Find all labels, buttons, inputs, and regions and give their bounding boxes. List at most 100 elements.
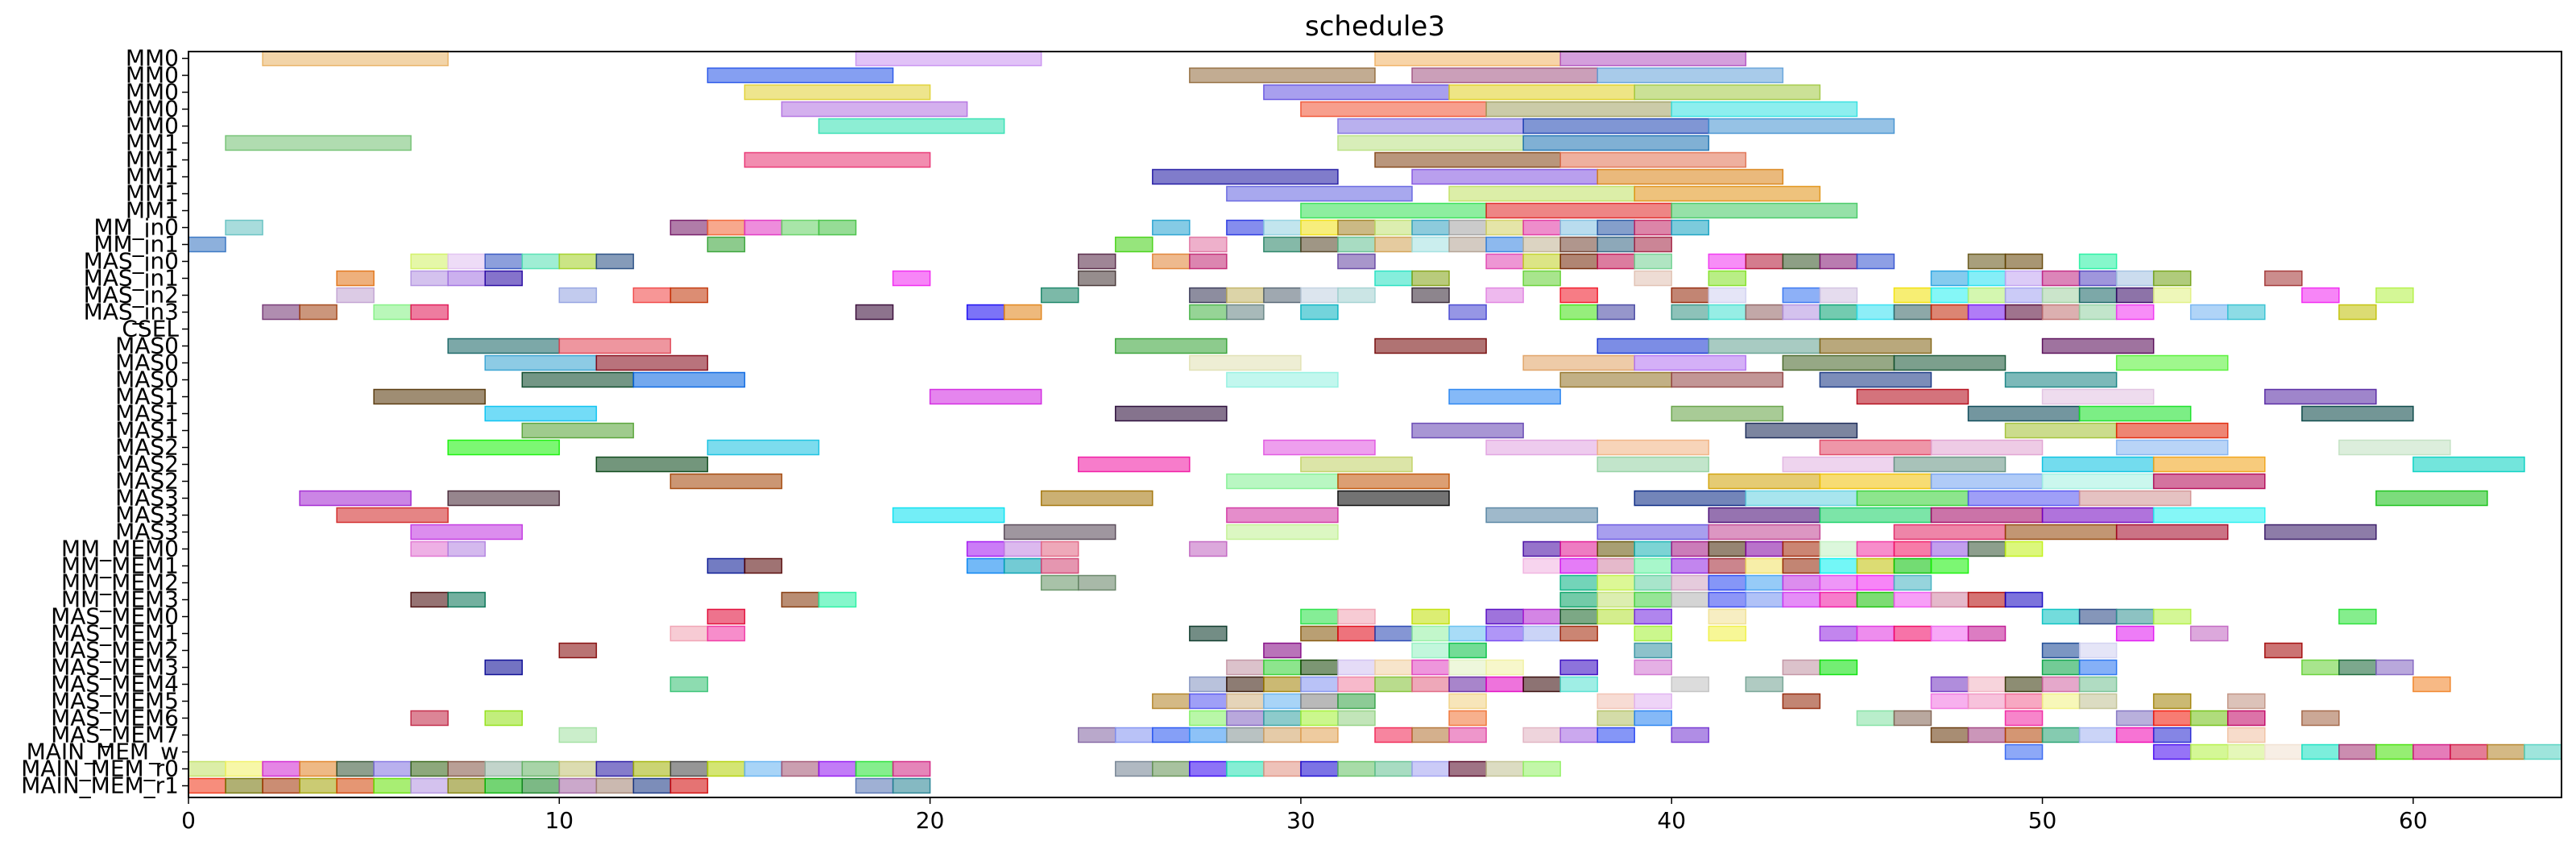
task-bar [1819, 659, 1858, 676]
chart-title: schedule3 [1305, 10, 1445, 43]
task-bar [1708, 304, 1747, 321]
task-bar [1189, 760, 1228, 777]
task-bar [1782, 253, 1821, 270]
y-tick-label: MM0 [126, 79, 179, 106]
task-bar [1856, 574, 1895, 591]
task-bar [1485, 101, 1672, 118]
task-bar [1263, 659, 1302, 676]
task-bar [1448, 185, 1635, 202]
task-bar [1559, 659, 1598, 676]
task-bar [1003, 304, 1042, 321]
task-bar [1226, 371, 1339, 388]
task-bar [1448, 388, 1561, 405]
y-tick-label: MM0 [126, 113, 179, 139]
task-bar [2115, 608, 2155, 625]
task-bar [1374, 625, 1413, 642]
task-bar [1411, 608, 1450, 625]
task-bar [818, 219, 857, 236]
task-bar [262, 777, 300, 794]
task-bar [2226, 710, 2266, 727]
task-bar [1671, 219, 1710, 236]
y-tick-label: MM1 [126, 147, 179, 173]
task-bar [706, 236, 746, 253]
task-bar [1337, 490, 1450, 507]
task-bar [1226, 693, 1265, 710]
task-bar [2078, 253, 2118, 270]
task-bar [1374, 219, 1413, 236]
task-bar [1152, 219, 1191, 236]
task-bar [1263, 693, 1302, 710]
y-tick-label: MM0 [126, 62, 179, 89]
task-bar [558, 777, 598, 794]
task-bar [373, 760, 412, 777]
task-bar [1634, 185, 1821, 202]
task-bar [1819, 540, 1858, 557]
task-bar [2189, 743, 2229, 760]
task-bar [1263, 710, 1302, 727]
task-bar [1559, 219, 1598, 236]
task-bar [1040, 287, 1079, 304]
task-bar [447, 760, 486, 777]
task-bar [1930, 507, 2044, 524]
task-bar [1374, 727, 1413, 743]
task-bar [1708, 118, 1895, 135]
task-bar [1819, 574, 1858, 591]
task-bar [1522, 270, 1561, 287]
task-bar [1819, 439, 1932, 456]
y-axis: MM0MM0MM0MM0MM0MM1MM1MM1MM1MM1MM_in0MM_i… [21, 45, 188, 799]
task-bar [1634, 693, 1672, 710]
task-bar [1226, 659, 1265, 676]
task-bar [669, 777, 709, 794]
y-tick-label: MAS2 [115, 451, 179, 478]
task-bar [1522, 727, 1561, 743]
task-bar [1189, 540, 1228, 557]
task-bar [447, 270, 486, 287]
task-bar [1671, 405, 1784, 422]
task-bar [1337, 760, 1376, 777]
task-bar [2004, 591, 2044, 608]
y-tick-label: MAS3 [115, 519, 179, 545]
task-bar [1485, 439, 1598, 456]
task-bar [2301, 287, 2340, 304]
task-bar [1708, 625, 1747, 642]
task-bar [1856, 253, 1895, 270]
task-bar [1078, 727, 1116, 743]
task-bar [1300, 760, 1339, 777]
task-bar [892, 507, 1005, 524]
task-bar [1448, 219, 1487, 236]
task-bar [1819, 507, 1932, 524]
task-bar [1708, 574, 1747, 591]
task-bar [2264, 270, 2303, 287]
task-bar [1597, 524, 1710, 540]
task-bar [484, 354, 598, 371]
task-bar [781, 219, 820, 236]
task-bar [632, 777, 672, 794]
task-bar [1189, 253, 1228, 270]
task-bar [299, 490, 412, 507]
task-bar [1448, 84, 1635, 101]
task-bar [1189, 236, 1228, 253]
task-bar [336, 270, 375, 287]
task-bar [558, 727, 598, 743]
task-bar [2004, 743, 2044, 760]
task-bar [521, 760, 561, 777]
task-bar [1634, 659, 1672, 676]
task-bar [2078, 608, 2118, 625]
y-tick-label: MAS0 [115, 350, 179, 376]
task-bar [2412, 456, 2525, 473]
task-bar [2189, 625, 2229, 642]
task-bar [1485, 676, 1524, 693]
task-bar [1300, 710, 1339, 727]
task-bar [373, 304, 412, 321]
task-bar [1597, 236, 1635, 253]
task-bar [299, 777, 338, 794]
y-tick-label: MM_MEM0 [61, 536, 179, 562]
task-bar [706, 439, 820, 456]
task-bar [1374, 151, 1561, 168]
task-bar [410, 253, 449, 270]
task-bar [2041, 693, 2081, 710]
task-bar [1597, 456, 1710, 473]
task-bar [2078, 304, 2118, 321]
task-bar [1856, 591, 1895, 608]
task-bar [1448, 676, 1487, 693]
